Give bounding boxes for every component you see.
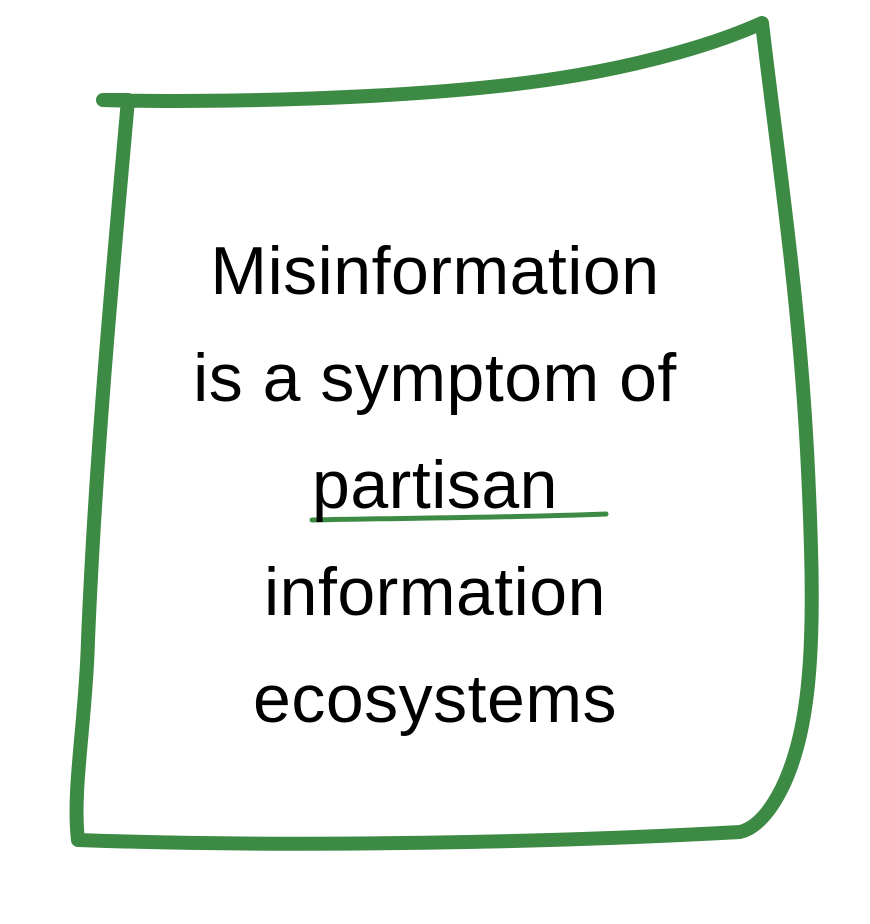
message-line-3: partisan [312, 447, 558, 523]
message-line-2: is a symptom of [193, 340, 677, 416]
message-line-5: ecosystems [253, 661, 617, 737]
message-line-4: information [264, 554, 606, 630]
partisan-underline [309, 511, 609, 523]
card-message: Misinformation is a symptom of partisan … [110, 218, 760, 753]
frame-outline [69, 16, 819, 851]
message-line-1: Misinformation [210, 233, 660, 309]
